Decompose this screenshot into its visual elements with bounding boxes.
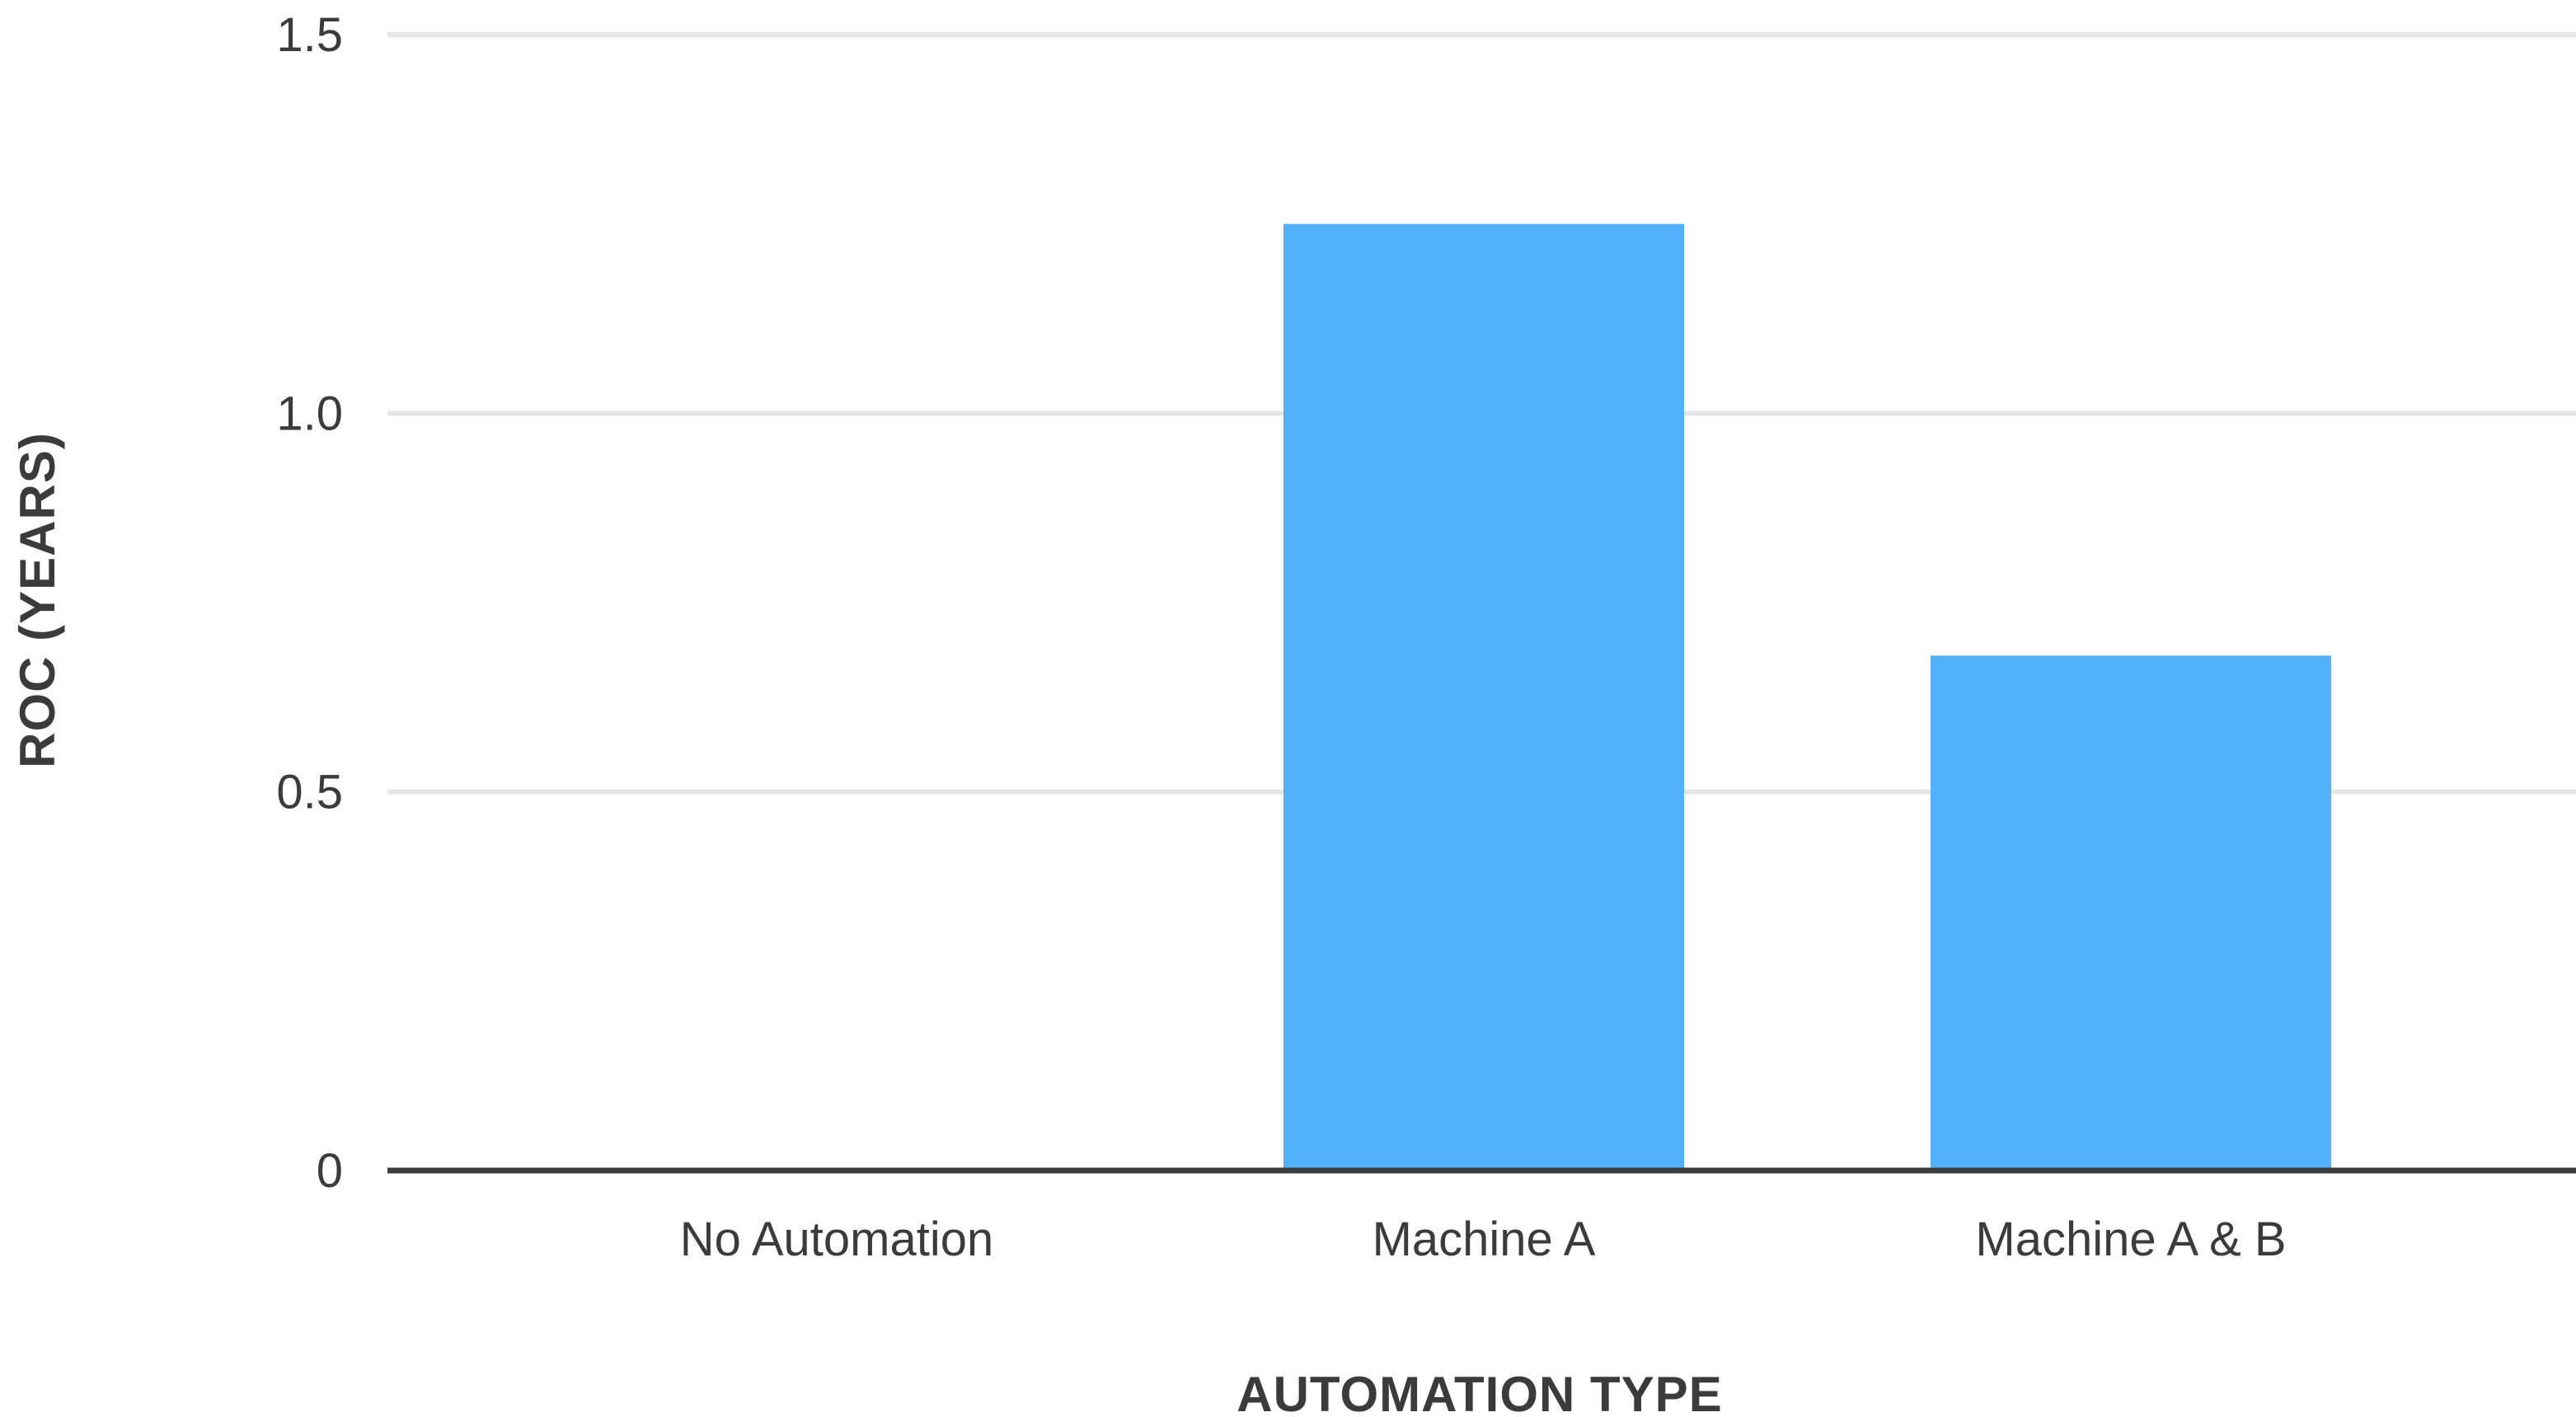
y-tick-label: 0.5 (276, 766, 343, 819)
y-tick-label: 0 (317, 1144, 343, 1198)
x-axis-ticks: No Automation Machine A Machine A & B (680, 1213, 2287, 1266)
y-axis-ticks: 0 0.5 1.0 1.5 (276, 8, 343, 1198)
x-tick-label: Machine A (1372, 1213, 1596, 1266)
bars (1283, 223, 2331, 1171)
y-axis-title: ROC (YEARS) (10, 432, 65, 768)
x-axis-title: AUTOMATION TYPE (1236, 1367, 1722, 1413)
y-tick-label: 1.0 (276, 387, 343, 440)
y-tick-label: 1.5 (276, 8, 343, 62)
bar-machine-a (1283, 223, 1684, 1171)
x-tick-label: Machine A & B (1975, 1213, 2286, 1266)
x-tick-label: No Automation (680, 1213, 993, 1266)
bar-machine-a-b (1931, 655, 2331, 1171)
